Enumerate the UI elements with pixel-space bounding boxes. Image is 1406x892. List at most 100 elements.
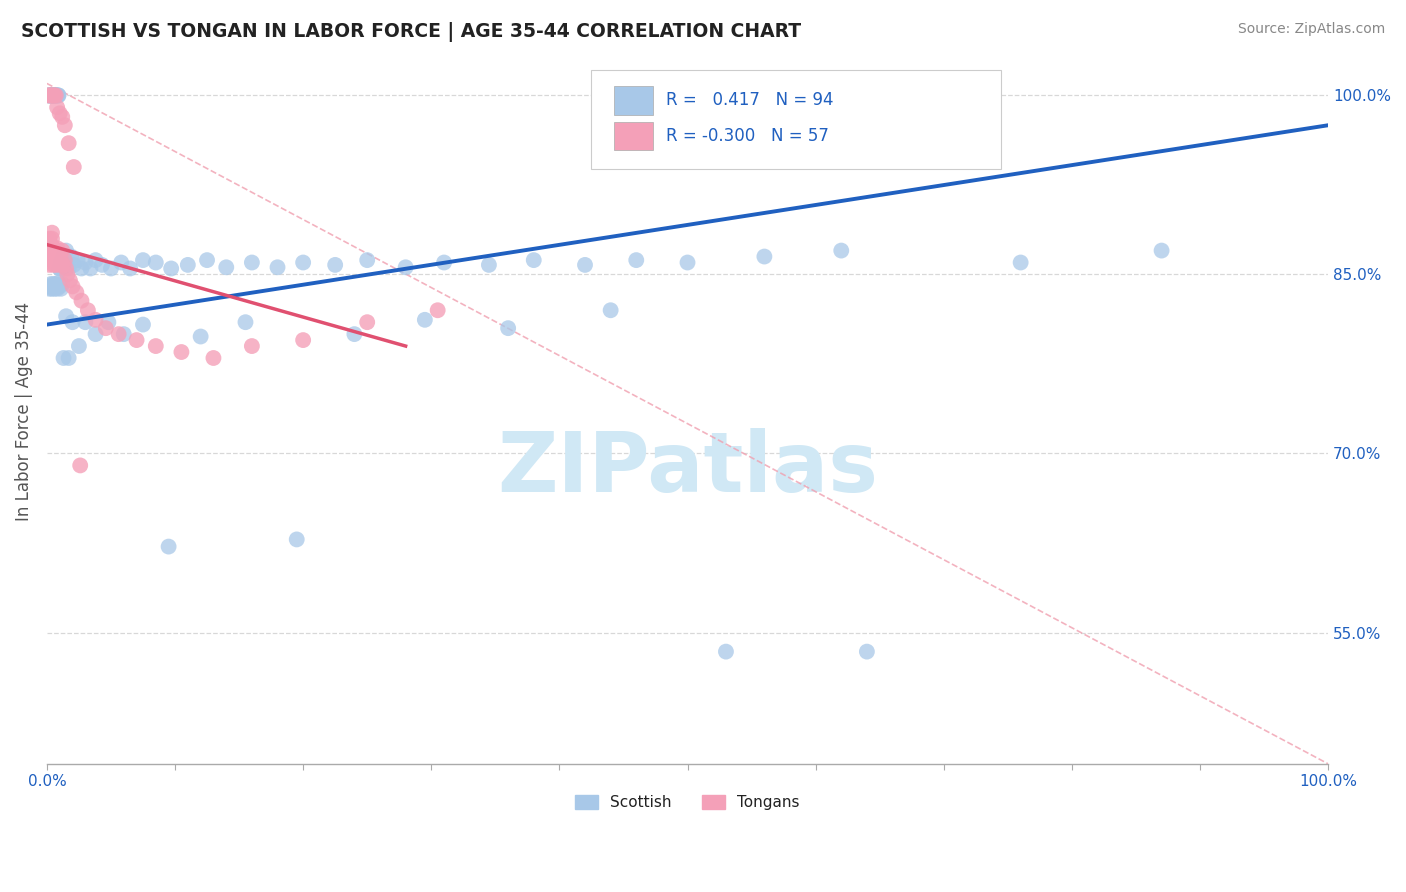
Point (46, 282, 69, 296)
Point (70, 261, 93, 276)
Point (48, 88, 70, 103)
Point (285, 533, 308, 547)
Point (343, 327, 366, 342)
Point (39, 246, 62, 260)
Point (157, 540, 180, 554)
Point (66, 253, 89, 268)
Text: ZIPatlas: ZIPatlas (496, 427, 877, 508)
Point (48, 261, 70, 276)
Point (830, 244, 852, 258)
Point (39, 88, 62, 103)
Point (41, 88, 63, 103)
Point (39, 253, 62, 268)
Y-axis label: In Labor Force | Age 35-44: In Labor Force | Age 35-44 (15, 302, 32, 521)
Point (84, 313, 107, 327)
Point (67, 339, 90, 353)
Point (42, 258, 65, 272)
Point (59, 273, 82, 287)
Point (1150, 244, 1173, 258)
Point (41, 282, 63, 296)
Point (45, 88, 67, 103)
Point (51, 261, 73, 276)
Point (48, 258, 70, 272)
Point (523, 253, 546, 268)
Point (478, 258, 501, 272)
Point (49, 253, 72, 268)
Point (107, 327, 129, 342)
Point (160, 261, 183, 276)
Point (39, 88, 62, 103)
Point (44, 88, 66, 103)
Point (37, 88, 59, 103)
Point (52, 351, 75, 365)
Point (38, 232, 60, 246)
Point (51, 244, 73, 258)
Point (45, 258, 67, 272)
Text: R =   0.417   N = 94: R = 0.417 N = 94 (665, 92, 834, 110)
Point (292, 333, 315, 347)
Point (46, 241, 69, 255)
Point (1010, 255, 1032, 269)
Point (599, 303, 621, 318)
Point (170, 345, 193, 359)
Point (395, 260, 418, 275)
Text: R = -0.300   N = 57: R = -0.300 N = 57 (665, 127, 828, 145)
Point (41, 226, 63, 240)
Point (84, 327, 107, 342)
Point (45, 277, 67, 291)
Point (323, 258, 346, 272)
Point (60, 250, 83, 264)
Point (38, 88, 60, 103)
Point (94, 321, 117, 335)
Point (235, 315, 257, 329)
Point (70, 293, 93, 308)
Point (46, 88, 69, 103)
Point (626, 253, 648, 268)
Point (84, 253, 107, 268)
Point (48, 88, 70, 103)
Point (51, 277, 73, 291)
Point (44, 88, 66, 103)
Point (37, 279, 59, 293)
Point (39, 277, 62, 291)
Point (496, 321, 519, 335)
Point (58, 351, 80, 365)
Point (100, 261, 122, 276)
Point (49, 255, 72, 269)
Point (42, 277, 65, 291)
Point (42, 88, 65, 103)
Point (413, 313, 436, 327)
Point (46, 100, 69, 114)
Point (41, 88, 63, 103)
Legend: Scottish, Tongans: Scottish, Tongans (569, 789, 806, 816)
Point (45, 88, 67, 103)
Point (62, 160, 84, 174)
Point (79, 261, 101, 276)
Point (41, 232, 63, 246)
Point (38, 88, 60, 103)
Point (42, 88, 65, 103)
Point (91, 258, 114, 272)
Point (42, 241, 65, 255)
Point (856, 645, 879, 659)
Point (240, 339, 263, 353)
Point (426, 303, 449, 318)
Point (42, 250, 65, 264)
Point (58, 261, 80, 276)
Point (56, 268, 79, 282)
Point (39, 237, 62, 252)
Point (41, 88, 63, 103)
Point (52, 250, 75, 264)
Point (145, 339, 167, 353)
Point (574, 258, 596, 272)
Point (39, 88, 62, 103)
Point (75, 315, 97, 329)
Point (433, 255, 456, 269)
Point (53, 253, 76, 268)
Point (292, 255, 315, 269)
Point (48, 261, 70, 276)
Point (190, 329, 212, 343)
Point (62, 279, 84, 293)
Point (754, 250, 776, 264)
Point (42, 88, 65, 103)
